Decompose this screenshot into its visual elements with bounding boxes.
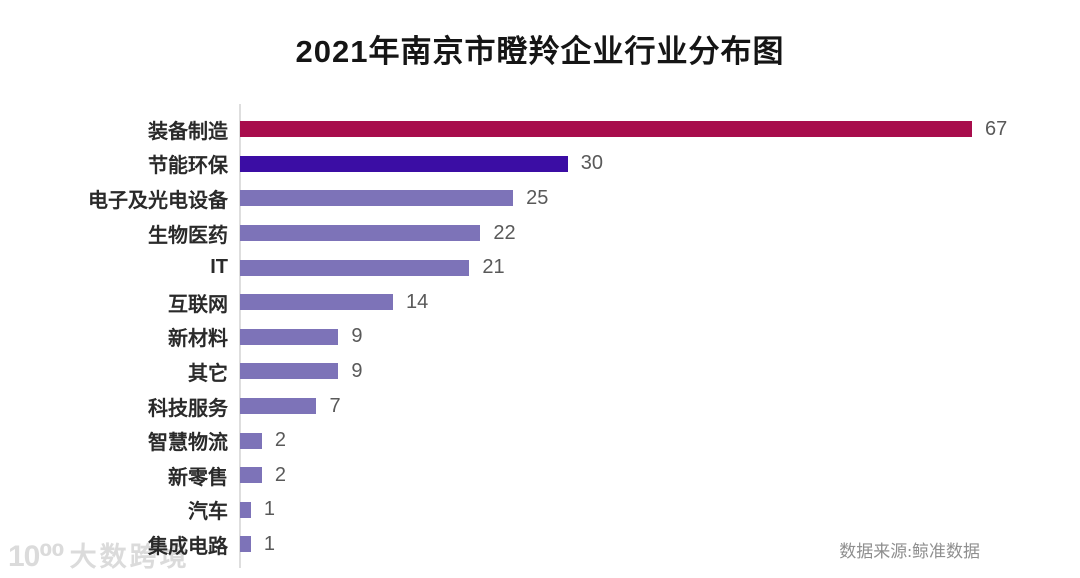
bar (240, 432, 262, 449)
value-label: 2 (274, 463, 286, 486)
value-label: 7 (329, 394, 341, 417)
value-label: 9 (351, 359, 363, 382)
bar-row: 汽车 1 (0, 493, 1080, 528)
bar-row: 节能环保 30 (0, 147, 1080, 182)
bar-track: 2 (228, 429, 1080, 452)
data-source-note: 数据来源:鲸准数据 (839, 542, 980, 561)
bar-row: 电子及光电设备 25 (0, 181, 1080, 216)
bar-row: 其它 9 (0, 354, 1080, 389)
bar (240, 467, 262, 484)
category-label: 新材料 (168, 328, 228, 351)
bar (240, 294, 393, 311)
category-label: 汽车 (188, 501, 228, 524)
chart-title: 2021年南京市瞪羚企业行业分布图 (295, 34, 785, 69)
category-label: 电子及光电设备 (88, 189, 228, 212)
bar-track: 9 (228, 360, 1080, 383)
category-label: 生物医药 (148, 224, 228, 247)
bar-track: 7 (228, 395, 1080, 418)
bar-row: 新零售 2 (0, 458, 1080, 493)
value-label: 14 (405, 290, 429, 313)
bar (240, 501, 251, 518)
bar-track: 14 (228, 291, 1080, 314)
bar-row: 智慧物流 2 (0, 423, 1080, 458)
category-label: 新零售 (168, 466, 228, 489)
bar (240, 363, 339, 380)
value-label: 30 (580, 152, 603, 175)
value-label: 21 (482, 256, 505, 279)
value-label: 1 (263, 498, 276, 521)
bar-track: 2 (228, 464, 1080, 487)
bar (240, 259, 470, 276)
bar (240, 190, 514, 207)
category-label: 装备制造 (148, 120, 228, 143)
bar-track: 22 (228, 222, 1080, 245)
bar (240, 536, 251, 553)
value-label: 1 (263, 532, 276, 555)
bar-track: 1 (228, 498, 1080, 521)
bar-row: 装备制造 67 (0, 112, 1080, 147)
watermark-brand-text: 大数跨境 (69, 542, 190, 572)
value-label: 67 (985, 117, 1008, 140)
bar (240, 398, 317, 415)
value-label: 22 (493, 221, 516, 244)
bar-track: 1 (228, 533, 1080, 556)
watermark: 10⁰⁰ 大数跨境 (8, 535, 190, 574)
bar-track: 30 (228, 152, 1080, 175)
value-label: 2 (274, 429, 286, 452)
bar-row: 生物医药 22 (0, 216, 1080, 251)
bar-track: 25 (228, 187, 1080, 210)
bar-track: 67 (228, 118, 1080, 141)
bar (240, 328, 339, 345)
category-label: 智慧物流 (148, 432, 228, 455)
category-label: 集成电路 (148, 535, 228, 558)
value-label: 25 (526, 186, 549, 209)
bar-row: IT 21 (0, 250, 1080, 285)
category-label: 科技服务 (148, 397, 228, 420)
bar-rows: 装备制造 67 节能环保 30 电子及光电设备 25 生物医药 22 IT 21 (0, 112, 1080, 562)
bar-row: 互联网 14 (0, 285, 1080, 320)
bar-track: 9 (228, 325, 1080, 348)
bar-row: 新材料 9 (0, 320, 1080, 355)
category-label: 节能环保 (148, 155, 228, 178)
watermark-logo-icon: 10⁰⁰ (8, 540, 65, 573)
bar (240, 225, 481, 242)
category-label: 互联网 (168, 293, 228, 316)
bar (240, 121, 972, 138)
bar-row: 科技服务 7 (0, 389, 1080, 424)
value-label: 9 (351, 325, 363, 348)
bar (240, 155, 568, 172)
category-label: IT (210, 256, 228, 279)
bar-track: 21 (228, 256, 1080, 279)
category-label: 其它 (188, 362, 228, 385)
bar-row: 集成电路 1 (0, 527, 1080, 562)
